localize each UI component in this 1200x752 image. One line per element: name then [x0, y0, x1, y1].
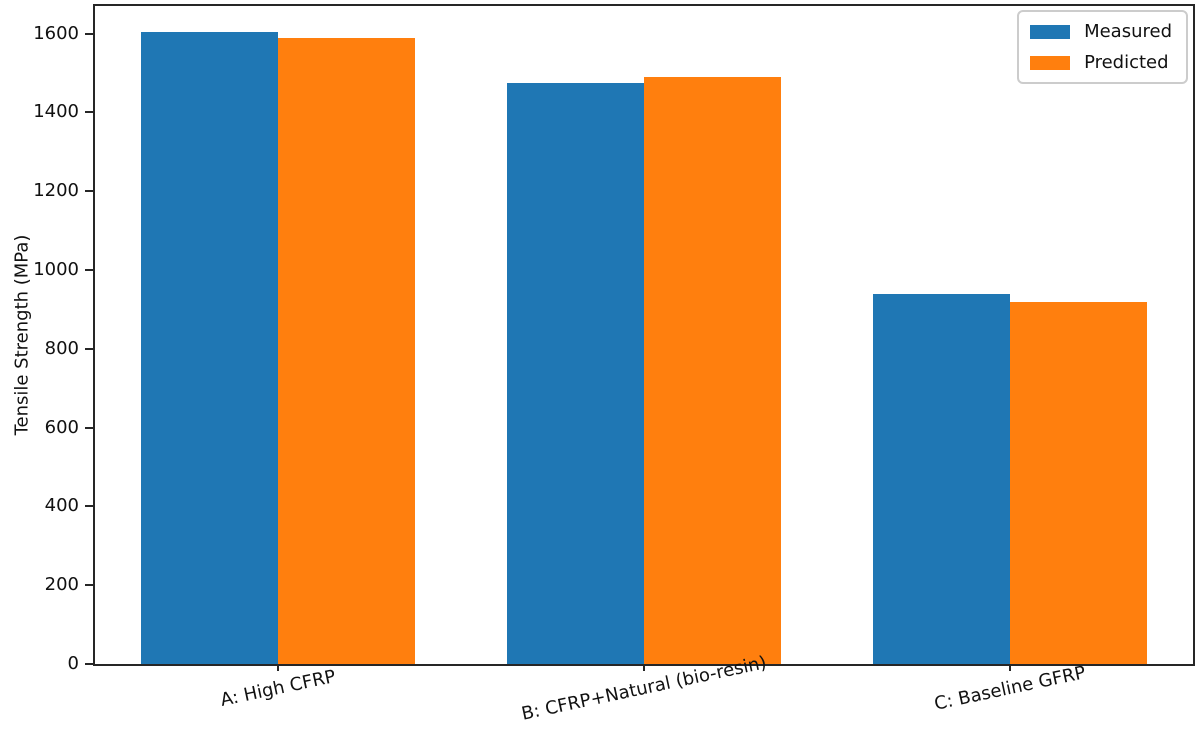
bar-measured-2: [506, 82, 644, 664]
x-tick-mark: [643, 664, 645, 671]
y-tick-label: 800: [44, 337, 79, 359]
x-tick-mark: [277, 664, 279, 671]
predicted-swatch: [1030, 55, 1071, 70]
bar-predicted-1: [278, 37, 416, 664]
legend: Measured Predicted: [1017, 10, 1188, 84]
x-tick-label: A: High CFRP: [218, 666, 338, 711]
y-tick-mark: [85, 111, 93, 114]
y-tick-mark: [85, 32, 93, 35]
y-tick-label: 600: [44, 416, 79, 438]
plot-area: 0 200 400 600 800 1000 1200 1400 1600 A: High CFR…: [33, 4, 1195, 725]
legend-label-predicted: Predicted: [1084, 52, 1169, 73]
bar-predicted-2: [644, 76, 782, 664]
y-tick-mark: [85, 347, 93, 350]
y-tick-mark: [85, 584, 93, 587]
y-tick-label: 1000: [33, 258, 79, 280]
y-tick-label: 1200: [33, 180, 79, 202]
y-tick-label: 0: [67, 653, 79, 674]
y-tick-mark: [85, 190, 93, 193]
x-tick-mark: [1009, 664, 1011, 671]
y-tick-mark: [85, 426, 93, 429]
legend-label-measured: Measured: [1084, 21, 1172, 42]
measured-swatch: [1030, 24, 1071, 39]
y-tick-label: 200: [44, 574, 79, 596]
legend-item-measured: Measured: [1030, 21, 1172, 42]
y-tick-mark: [85, 268, 93, 271]
y-tick-mark: [85, 505, 93, 508]
y-tick-label: 1600: [33, 22, 79, 44]
legend-item-predicted: Predicted: [1030, 52, 1172, 73]
y-tick-label: 1400: [33, 101, 79, 123]
y-tick-mark: [85, 663, 93, 665]
bar-predicted-3: [1010, 301, 1148, 664]
y-tick-label: 400: [44, 495, 79, 517]
bar-measured-3: [872, 293, 1010, 664]
bar-measured-1: [140, 31, 278, 664]
